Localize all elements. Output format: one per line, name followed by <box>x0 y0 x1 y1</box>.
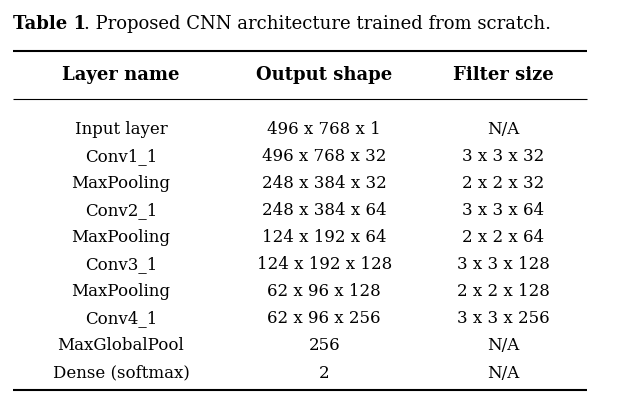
Text: 248 x 384 x 32: 248 x 384 x 32 <box>262 175 387 192</box>
Text: Layer name: Layer name <box>62 66 180 84</box>
Text: Output shape: Output shape <box>256 66 392 84</box>
Text: 3 x 3 x 128: 3 x 3 x 128 <box>457 257 550 273</box>
Text: MaxPooling: MaxPooling <box>72 175 170 192</box>
Text: N/A: N/A <box>488 365 520 381</box>
Text: Dense (softmax): Dense (softmax) <box>52 365 189 381</box>
Text: Conv3_1: Conv3_1 <box>84 257 157 273</box>
Text: . Proposed CNN architecture trained from scratch.: . Proposed CNN architecture trained from… <box>84 15 551 33</box>
Text: 256: 256 <box>308 338 340 354</box>
Text: 124 x 192 x 64: 124 x 192 x 64 <box>262 229 387 247</box>
Text: 3 x 3 x 64: 3 x 3 x 64 <box>463 202 545 219</box>
Text: 2: 2 <box>319 365 330 381</box>
Text: 62 x 96 x 128: 62 x 96 x 128 <box>268 283 381 300</box>
Text: MaxGlobalPool: MaxGlobalPool <box>58 338 184 354</box>
Text: 3 x 3 x 256: 3 x 3 x 256 <box>457 310 550 328</box>
Text: 2 x 2 x 64: 2 x 2 x 64 <box>463 229 545 247</box>
Text: 3 x 3 x 32: 3 x 3 x 32 <box>462 148 545 165</box>
Text: 2 x 2 x 32: 2 x 2 x 32 <box>462 175 545 192</box>
Text: MaxPooling: MaxPooling <box>72 229 170 247</box>
Text: 124 x 192 x 128: 124 x 192 x 128 <box>257 257 392 273</box>
Text: 496 x 768 x 1: 496 x 768 x 1 <box>268 121 381 138</box>
Text: 62 x 96 x 256: 62 x 96 x 256 <box>268 310 381 328</box>
Text: Input layer: Input layer <box>75 121 167 138</box>
Text: Table 1: Table 1 <box>13 15 86 33</box>
Text: 496 x 768 x 32: 496 x 768 x 32 <box>262 148 387 165</box>
Text: N/A: N/A <box>488 338 520 354</box>
Text: Conv4_1: Conv4_1 <box>84 310 157 328</box>
Text: N/A: N/A <box>488 121 520 138</box>
Text: 248 x 384 x 64: 248 x 384 x 64 <box>262 202 387 219</box>
Text: Filter size: Filter size <box>453 66 554 84</box>
Text: Conv1_1: Conv1_1 <box>84 148 157 165</box>
Text: MaxPooling: MaxPooling <box>72 283 170 300</box>
Text: 2 x 2 x 128: 2 x 2 x 128 <box>457 283 550 300</box>
Text: Conv2_1: Conv2_1 <box>84 202 157 219</box>
